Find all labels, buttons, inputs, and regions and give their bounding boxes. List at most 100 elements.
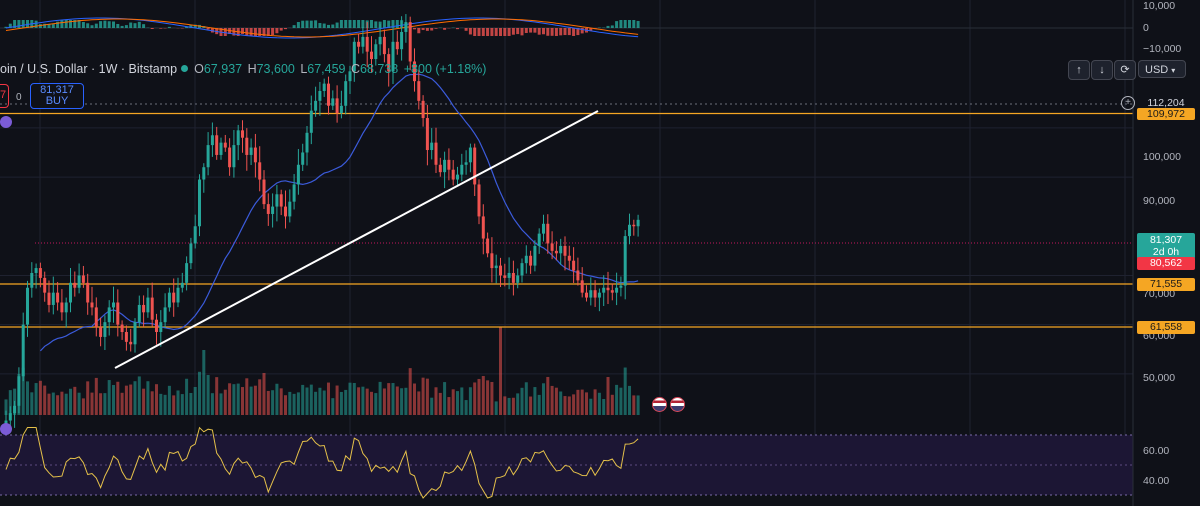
- candle: [597, 292, 601, 298]
- macd-bar: [628, 20, 631, 28]
- candle: [400, 31, 404, 50]
- macd-bar: [387, 20, 391, 28]
- moving-average-line: [39, 73, 639, 352]
- volume-bar: [86, 381, 90, 415]
- candle: [490, 253, 494, 269]
- candle: [602, 287, 606, 293]
- macd-bar: [167, 26, 171, 28]
- candle: [305, 132, 309, 153]
- candle: [271, 206, 275, 214]
- volume-bar: [262, 372, 266, 415]
- macd-bar: [253, 28, 257, 36]
- indicator-settings-icon[interactable]: [0, 423, 12, 435]
- candle: [387, 54, 391, 72]
- volume-bar: [623, 367, 627, 415]
- buy-button[interactable]: 81,317 BUY: [30, 83, 84, 109]
- macd-bar: [13, 20, 17, 28]
- indicator-settings-icon[interactable]: [0, 116, 12, 128]
- volume-bar: [26, 381, 29, 415]
- macd-bar: [64, 20, 68, 28]
- candle: [77, 275, 81, 288]
- volume-bar: [490, 381, 494, 415]
- candle: [17, 376, 21, 406]
- macd-bar: [107, 21, 111, 28]
- candle: [155, 319, 158, 333]
- candle: [275, 194, 279, 207]
- price-tag-109972: 109,972: [1137, 108, 1195, 120]
- volume-bar: [443, 382, 447, 415]
- macd-bar: [606, 25, 610, 28]
- candle: [38, 268, 42, 278]
- volume-bar: [331, 398, 335, 415]
- candle: [219, 142, 223, 155]
- macd-bar: [133, 23, 137, 28]
- macd-bar: [124, 25, 128, 28]
- macd-bar: [271, 28, 275, 36]
- macd-bar: [43, 23, 47, 28]
- candle: [559, 245, 563, 254]
- volume-bar: [21, 367, 25, 415]
- macd-pane: [0, 17, 1133, 39]
- volume-bar: [103, 393, 107, 415]
- volume-bar: [460, 387, 464, 415]
- macd-bar: [142, 24, 146, 28]
- candle: [511, 272, 515, 283]
- scroll-up-button[interactable]: ↑: [1068, 60, 1090, 80]
- candle: [4, 420, 8, 424]
- macd-bar: [567, 28, 571, 36]
- macd-bar: [357, 20, 361, 28]
- candle: [26, 287, 29, 325]
- candle: [284, 206, 287, 217]
- candle: [185, 263, 189, 283]
- candle: [327, 83, 330, 106]
- volume-bar: [146, 381, 150, 415]
- volume-bar: [619, 387, 623, 415]
- candle: [335, 98, 339, 114]
- high-value: 73,600: [256, 62, 295, 76]
- price-axis-label: 50,000: [1143, 372, 1176, 384]
- volume-bar: [357, 387, 361, 415]
- volume-bar: [120, 392, 124, 415]
- macd-bar: [60, 20, 64, 28]
- add-alert-button[interactable]: +: [1121, 96, 1135, 110]
- us-flag-event-icon[interactable]: [652, 397, 667, 412]
- candle: [56, 292, 60, 303]
- candle: [447, 159, 451, 170]
- candle: [228, 147, 232, 168]
- volume-bar: [292, 393, 296, 415]
- macd-bar: [481, 28, 485, 36]
- currency-select[interactable]: USD ▾: [1138, 60, 1186, 78]
- macd-bar: [206, 28, 210, 30]
- us-flag-event-icon[interactable]: [670, 397, 685, 412]
- price-axis-label: 100,000: [1143, 151, 1181, 163]
- reset-scale-button[interactable]: ⟳: [1114, 60, 1136, 80]
- macd-bar: [413, 28, 416, 30]
- scroll-down-button[interactable]: ↓: [1091, 60, 1113, 80]
- candle: [176, 287, 180, 303]
- candle: [537, 233, 541, 246]
- macd-bar: [258, 28, 262, 36]
- volume-bar: [537, 394, 541, 415]
- volume-bar: [322, 390, 326, 415]
- candle: [593, 290, 597, 298]
- candle: [47, 292, 51, 305]
- volume-bar: [417, 391, 421, 415]
- candle: [585, 292, 588, 298]
- symbol-title[interactable]: oin / U.S. Dollar · 1W · Bitstamp: [0, 62, 178, 76]
- macd-bar: [77, 20, 81, 28]
- candle: [314, 100, 318, 111]
- candle: [516, 275, 520, 283]
- macd-bar: [94, 23, 98, 28]
- candle: [146, 297, 150, 313]
- candle: [245, 137, 249, 155]
- volume-bar: [550, 385, 554, 415]
- macd-bar: [374, 21, 378, 28]
- market-status-icon: [181, 65, 189, 72]
- candle: [262, 179, 266, 205]
- candle: [374, 44, 378, 60]
- volume-bar: [275, 383, 279, 415]
- macd-bar: [8, 23, 12, 28]
- macd-bar: [38, 24, 42, 28]
- sell-button[interactable]: 7: [0, 84, 9, 108]
